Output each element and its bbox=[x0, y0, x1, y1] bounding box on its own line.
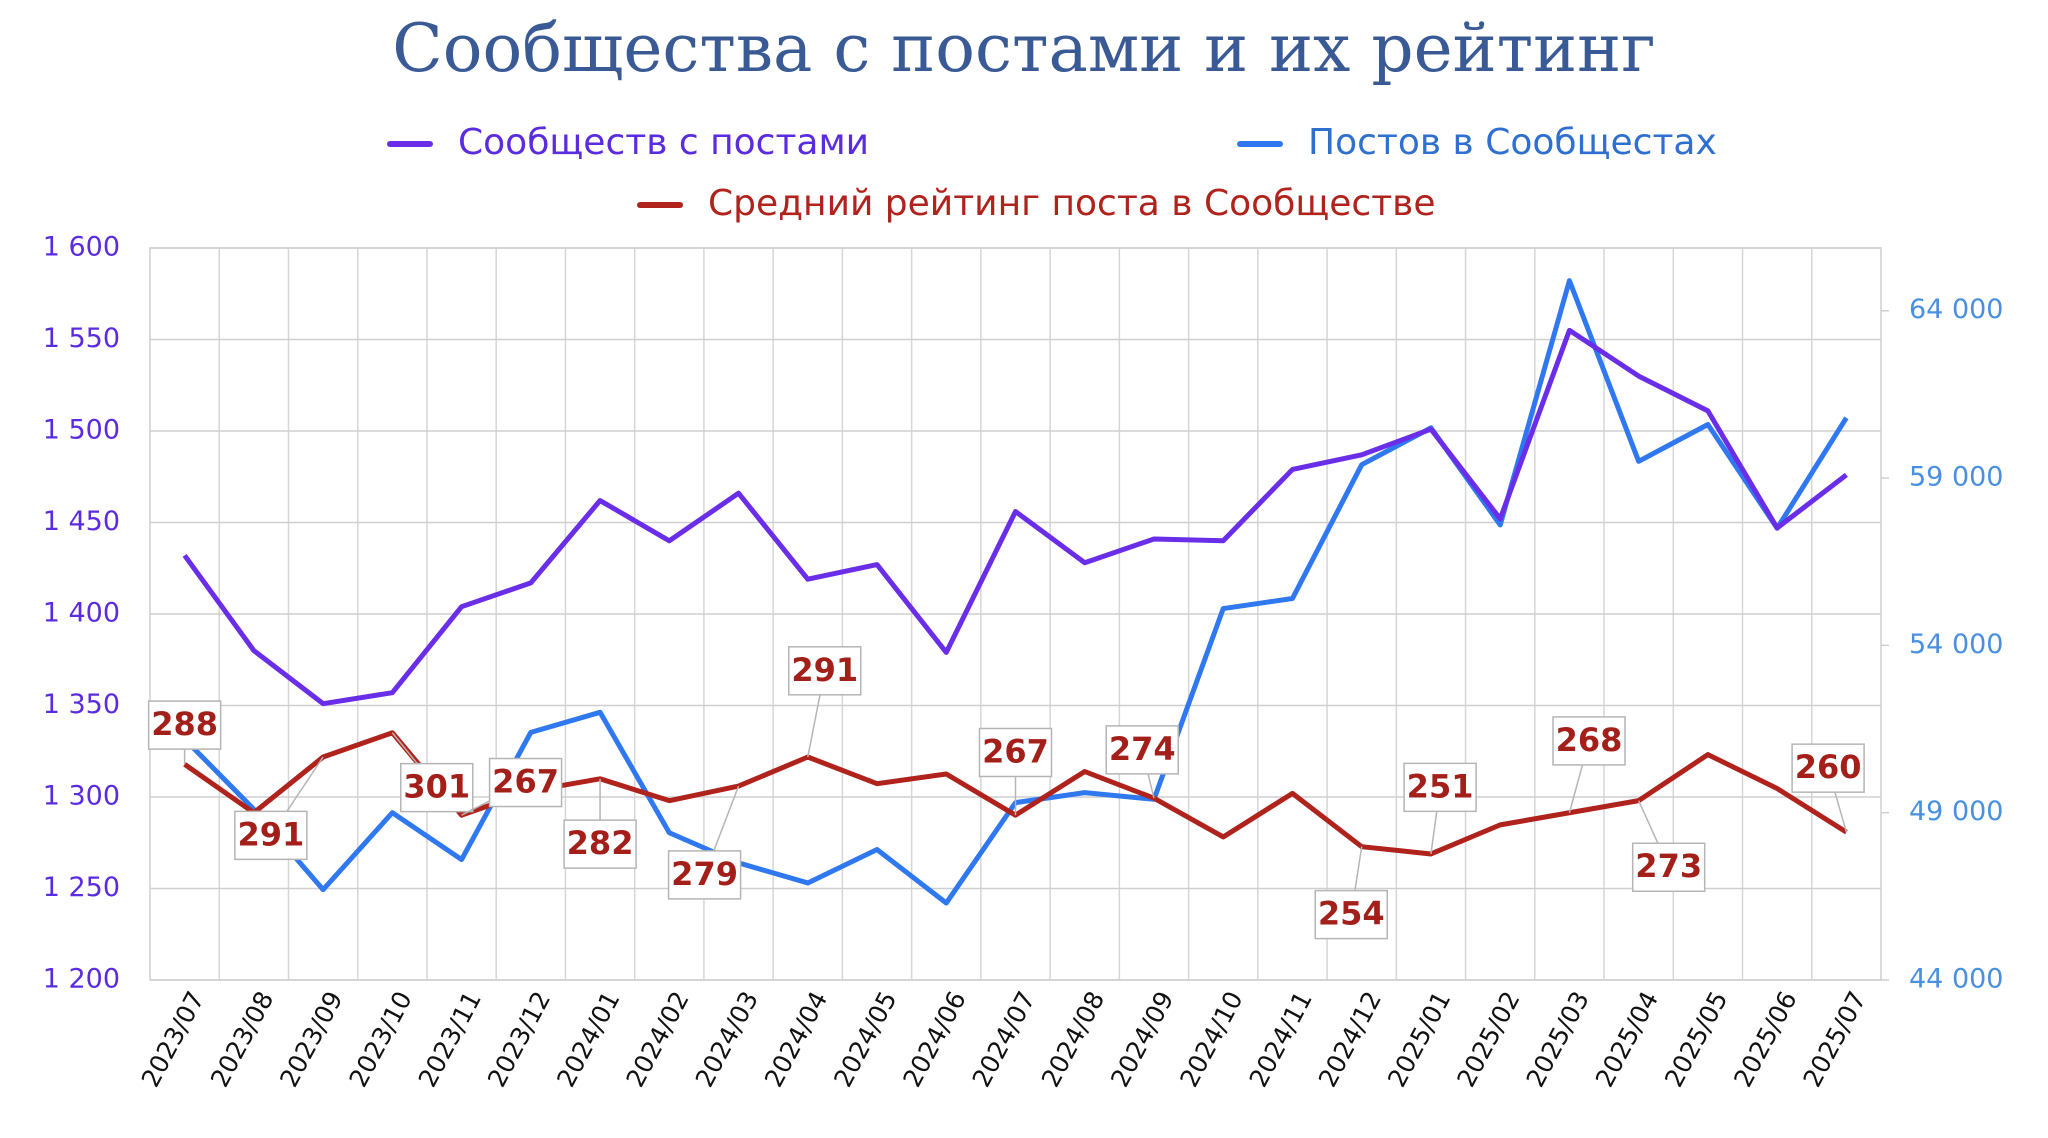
data-label: 291 bbox=[791, 651, 858, 689]
label-box bbox=[563, 819, 637, 869]
series-line bbox=[182, 327, 1848, 707]
y-tick-label: 1 550 bbox=[43, 323, 120, 354]
y2-tick-label: 54 000 bbox=[1909, 629, 2003, 660]
label-box bbox=[978, 727, 1053, 778]
data-label: 291 bbox=[237, 815, 304, 853]
label-box bbox=[1403, 762, 1477, 813]
data-label: 288 bbox=[151, 705, 218, 743]
legend-label: Постов в Сообщестах bbox=[1308, 122, 1717, 163]
y-tick-label: 1 500 bbox=[43, 415, 120, 446]
y2-tick-label: 59 000 bbox=[1909, 462, 2003, 493]
label-box bbox=[667, 850, 742, 900]
label-box bbox=[1552, 716, 1626, 766]
label-box bbox=[488, 757, 563, 808]
y2-tick-label: 49 000 bbox=[1909, 796, 2003, 827]
data-label: 267 bbox=[982, 732, 1049, 770]
data-label: 254 bbox=[1318, 895, 1385, 933]
y-tick-label: 1 200 bbox=[43, 964, 120, 995]
y-tick-label: 1 250 bbox=[43, 872, 120, 903]
y2-tick-label: 44 000 bbox=[1909, 964, 2003, 995]
label-box bbox=[399, 762, 474, 813]
y-tick-label: 1 400 bbox=[43, 598, 120, 629]
data-label: 267 bbox=[492, 763, 559, 801]
data-label: 260 bbox=[1795, 748, 1862, 786]
label-box bbox=[788, 646, 862, 696]
legend-label: Средний рейтинг поста в Сообществе bbox=[708, 183, 1436, 224]
data-label: 273 bbox=[1635, 847, 1702, 885]
y-tick-label: 1 300 bbox=[43, 781, 120, 812]
data-label: 274 bbox=[1109, 730, 1176, 768]
chart-title: Сообщества с постами и их рейтинг bbox=[392, 10, 1655, 87]
label-box bbox=[147, 700, 222, 750]
data-label: 282 bbox=[567, 824, 634, 862]
legend-label: Сообществ с постами bbox=[458, 122, 869, 163]
y-tick-label: 1 600 bbox=[43, 232, 120, 263]
y2-tick-label: 64 000 bbox=[1909, 294, 2003, 325]
label-box bbox=[1791, 743, 1865, 793]
data-label: 268 bbox=[1556, 721, 1623, 759]
label-box bbox=[1105, 725, 1179, 775]
y-tick-label: 1 350 bbox=[43, 689, 120, 720]
label-box bbox=[1631, 842, 1706, 892]
y-tick-label: 1 450 bbox=[43, 506, 120, 537]
data-label: 251 bbox=[1407, 767, 1474, 805]
series-line bbox=[183, 730, 1848, 857]
data-label: 279 bbox=[671, 855, 738, 893]
label-box bbox=[1314, 889, 1389, 940]
data-label: 301 bbox=[403, 768, 470, 806]
label-box bbox=[234, 810, 308, 861]
